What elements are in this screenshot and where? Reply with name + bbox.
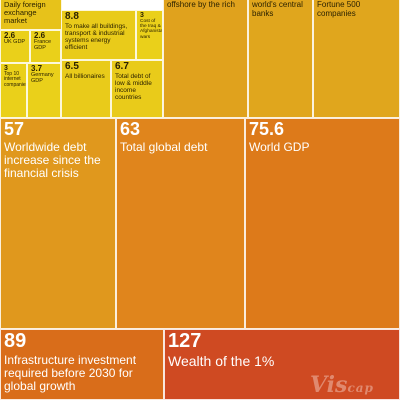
treemap-cell-label: Infrastructure investment required befor… — [4, 353, 137, 393]
treemap-cell: 57 Worldwide debt increase since the fina… — [0, 118, 116, 329]
treemap-cell: 8.8 To make all buildings, transport & in… — [61, 10, 136, 60]
treemap-cell: 6.5 All billionaires — [61, 60, 111, 118]
treemap-cell-label: Germany GDP — [31, 72, 54, 84]
treemap-cell-label: Daily foreign exchange market — [4, 0, 46, 26]
treemap-cell-label: Top 10 internet companies — [4, 71, 27, 88]
treemap-cell: 75.6 World GDP — [245, 118, 400, 329]
watermark-tail: cap — [347, 381, 374, 395]
treemap-cell: 3 Top 10 internet companies — [0, 63, 27, 118]
treemap-cell: 2.6 France GDP — [30, 30, 61, 63]
treemap-cell-value: 127 — [168, 330, 202, 352]
treemap-cell-value: 6.5 — [65, 61, 79, 72]
treemap-cell-value: 63 — [120, 119, 141, 139]
treemap-cell: 3.7 Germany GDP — [27, 63, 61, 118]
treemap-cell-value: 8.8 — [65, 11, 79, 22]
treemap-cell: 2.6 UK GDP — [0, 30, 30, 63]
treemap-cell-label: France GDP — [34, 39, 52, 51]
treemap-cell-label: UK GDP — [4, 39, 26, 45]
treemap-cell-label: Total global debt — [120, 140, 208, 154]
treemap-cell: offshore by the rich — [163, 0, 248, 118]
treemap-cell: 89 Infrastructure investment required bef… — [0, 329, 164, 400]
treemap-cell-value: 2.6 — [34, 31, 46, 40]
watermark: Viscap — [310, 372, 374, 398]
treemap-cell-value: 57 — [4, 119, 25, 139]
treemap-cell-value: 2.6 — [4, 31, 16, 40]
treemap-cell: Fortune 500 companies — [313, 0, 400, 118]
treemap-cell-value: 89 — [4, 330, 27, 352]
treemap-cell-label: World GDP — [249, 140, 310, 154]
treemap-cell-label: All billionaires — [65, 73, 105, 80]
treemap-cell-value: 6.7 — [115, 61, 129, 72]
treemap-cell: 63 Total global debt — [116, 118, 245, 329]
treemap-cell-label: Cost of the Iraq & Afghanistan wars — [140, 19, 163, 40]
treemap-cell-label: world's central banks — [252, 0, 303, 18]
treemap-cell-value: 75.6 — [249, 119, 285, 139]
watermark-main: Vis — [310, 372, 348, 398]
treemap-cell-label: To make all buildings, transport & indus… — [65, 23, 128, 52]
treemap-cell: 6.7 Total debt of low & middle income cou… — [111, 60, 163, 118]
treemap-cell-label: Wealth of the 1% — [168, 353, 275, 369]
treemap-cell: world's central banks — [248, 0, 313, 118]
treemap-cell-label: Fortune 500 companies — [317, 0, 361, 18]
treemap-cell: Daily foreign exchange market — [0, 0, 62, 30]
treemap-cell-value: 3 — [140, 12, 144, 19]
treemap-cell: 3 Cost of the Iraq & Afghanistan wars — [136, 10, 163, 60]
treemap-cell-label: offshore by the rich — [167, 0, 235, 9]
treemap-cell-label: Worldwide debt increase since the financ… — [4, 140, 101, 180]
treemap-cell-value: 3.7 — [31, 64, 43, 73]
treemap-cell-value: 3 — [4, 65, 8, 72]
treemap-cell-label: Total debt of low & middle income countr… — [115, 73, 152, 102]
